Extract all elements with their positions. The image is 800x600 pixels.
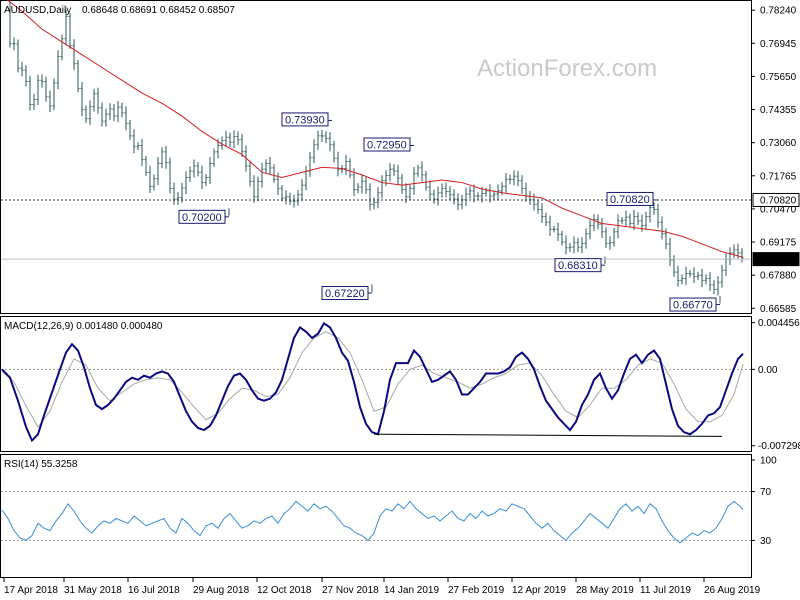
x-tick-label: 14 Jan 2019 bbox=[384, 585, 439, 596]
annotation-box bbox=[669, 297, 717, 312]
price-y-tick-label: 0.71765 bbox=[760, 171, 797, 182]
annotation-label: 0.70820 bbox=[610, 194, 650, 206]
macd-y-tick-label: -0.007298 bbox=[758, 441, 800, 452]
rsi-title: RSI(14) 55.3258 bbox=[4, 459, 78, 470]
annotation-box bbox=[321, 286, 369, 301]
x-tick-label: 27 Nov 2018 bbox=[322, 585, 379, 596]
macd-signal-line bbox=[1, 331, 744, 428]
axis-layer: 0.78240 0.76945 0.75650 0.74355 0.73060 0.717… bbox=[3, 6, 800, 596]
rsi-y-tick-label: 30 bbox=[760, 536, 772, 547]
annotation-box bbox=[606, 191, 654, 206]
macd-y-tick-label: 0.00 bbox=[758, 365, 778, 376]
x-tick-label: 31 May 2018 bbox=[64, 585, 122, 596]
x-tick-label: 16 Jul 2018 bbox=[128, 585, 180, 596]
x-tick-label: 12 Apr 2019 bbox=[512, 585, 566, 596]
rsi-y-tick-label: 70 bbox=[760, 487, 772, 498]
rsi-panel-frame bbox=[0, 454, 752, 578]
x-tick-label: 29 Aug 2018 bbox=[193, 585, 250, 596]
annotation-label: 0.67220 bbox=[325, 288, 365, 300]
macd-title: MACD(12,26,9) 0.001480 0.000480 bbox=[4, 321, 163, 332]
watermark: ActionForex.com bbox=[477, 55, 657, 82]
annotation-label: 0.68310 bbox=[558, 260, 598, 272]
price-tag-label: 0.68507 bbox=[760, 255, 797, 266]
x-tick-label: 17 Apr 2018 bbox=[4, 585, 58, 596]
price-panel-frame bbox=[0, 0, 752, 314]
price-tag-box bbox=[752, 192, 800, 207]
price-tag-box bbox=[752, 252, 800, 267]
macd-layer bbox=[1, 321, 751, 443]
x-tick-label: 26 Aug 2019 bbox=[704, 585, 761, 596]
annotation-label: 0.72950 bbox=[367, 139, 407, 151]
annotation-box bbox=[281, 112, 329, 127]
x-tick-label: 27 Feb 2019 bbox=[448, 585, 505, 596]
price-y-tick-label: 0.70470 bbox=[760, 204, 797, 215]
macd-y-tick-label: 0.004456 bbox=[758, 318, 800, 329]
annotation-label: 0.73930 bbox=[285, 114, 325, 126]
price-y-tick-label: 0.75650 bbox=[760, 72, 797, 83]
price-y-tick-label: 0.74355 bbox=[760, 105, 797, 116]
rsi-y-tick-label: 100 bbox=[760, 456, 777, 467]
x-tick-label: 28 May 2019 bbox=[576, 585, 634, 596]
annotation-label: 0.66770 bbox=[673, 300, 713, 312]
rsi-line bbox=[1, 500, 744, 544]
annotation-label: 0.70200 bbox=[182, 212, 222, 224]
price-y-tick-label: 0.76945 bbox=[760, 39, 797, 50]
chart-ohlc-values: 0.68648 0.68691 0.68452 0.68507 bbox=[82, 5, 235, 16]
price-y-tick-label: 0.67880 bbox=[760, 271, 797, 282]
price-layer: 0.73930 0.72950 0.70820 0.70200 0.68310 0.672… bbox=[1, 0, 751, 312]
moving-average-line bbox=[6, 0, 744, 258]
price-tag-label: 0.70820 bbox=[760, 195, 797, 206]
annotation-box bbox=[178, 209, 226, 224]
macd-panel-frame bbox=[0, 316, 752, 452]
chart-symbol-title: AUDUSD,Daily bbox=[4, 5, 71, 16]
annotation-box bbox=[554, 258, 602, 273]
price-y-tick-label: 0.66585 bbox=[760, 304, 797, 315]
rsi-layer bbox=[1, 491, 751, 544]
price-y-tick-label: 0.73060 bbox=[760, 138, 797, 149]
x-tick-label: 11 Jul 2019 bbox=[640, 585, 691, 596]
macd-trendline bbox=[373, 433, 723, 437]
price-y-tick-label: 0.69175 bbox=[760, 238, 797, 249]
annotation-box bbox=[363, 137, 411, 152]
price-y-tick-label: 0.78240 bbox=[760, 6, 797, 17]
x-tick-label: 12 Oct 2018 bbox=[257, 585, 312, 596]
